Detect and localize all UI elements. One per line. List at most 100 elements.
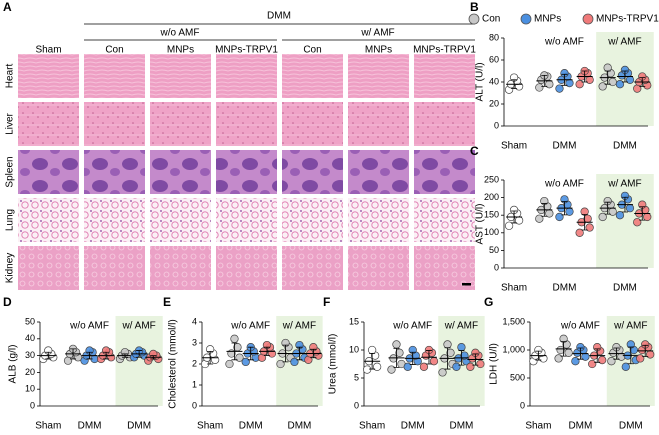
x-label: Sham [501, 141, 527, 152]
error-bar [561, 73, 568, 86]
histology-image [18, 150, 79, 194]
data-point [545, 80, 554, 89]
annotation: w/o AMF [69, 321, 109, 332]
x-label: DMM [553, 283, 577, 294]
annotation: w/o AMF [544, 179, 584, 190]
y-tick-label: 10 [25, 384, 35, 394]
error-bar [604, 201, 611, 215]
error-bar [511, 79, 518, 89]
x-label: DMM [239, 421, 263, 432]
data-point [392, 340, 401, 349]
error-bar [511, 210, 518, 224]
error-bar [577, 347, 584, 360]
row-label: Kidney [5, 253, 16, 284]
error-bar [136, 350, 143, 358]
histology-image [348, 246, 409, 290]
data-point [555, 212, 564, 222]
column-label: MNPs [167, 45, 194, 56]
data-point [362, 365, 372, 374]
data-point [367, 345, 377, 355]
data-point [625, 204, 635, 213]
x-label: Sham [35, 421, 61, 432]
y-tick-label: 0 [494, 120, 499, 130]
error-bar [604, 70, 611, 85]
legend-label: Con [482, 14, 500, 25]
error-bar [121, 353, 128, 358]
histology-image [414, 54, 475, 98]
x-label: DMM [78, 421, 102, 432]
data-point [588, 359, 597, 369]
x-label: Sham [501, 283, 527, 294]
panel-label: B [470, 0, 479, 14]
error-bar [444, 347, 451, 370]
histology-image [150, 198, 211, 242]
y-tick-label: 15 [349, 316, 359, 326]
panel-label: G [484, 295, 493, 309]
histology-image [84, 246, 145, 290]
data-point [225, 359, 234, 369]
annotation: w/o AMF [544, 37, 584, 48]
y-tick-label: 0 [494, 262, 499, 272]
error-bar [639, 77, 646, 87]
row-label: Heart [5, 64, 16, 89]
data-point [575, 80, 584, 89]
data-point [290, 357, 299, 367]
y-tick-label: 50 [25, 316, 35, 326]
subgroup-header: w/o AMF [160, 28, 200, 39]
scale-bar [462, 283, 471, 286]
data-point [646, 350, 655, 359]
group-header: DMM [267, 11, 291, 22]
error-bar [627, 346, 634, 365]
panel-label: C [470, 144, 479, 158]
legend-label: MNPs [534, 14, 561, 25]
data-point [636, 354, 645, 363]
histology-image [414, 246, 475, 290]
error-bar [282, 344, 289, 363]
error-bar [425, 350, 432, 365]
x-label: DMM [568, 421, 592, 432]
data-point [535, 83, 544, 92]
data-point [476, 359, 485, 369]
histology-image [414, 102, 475, 146]
histology-image [84, 102, 145, 146]
histology-image [216, 102, 277, 146]
data-point [438, 368, 447, 377]
data-point [643, 212, 652, 222]
data-point [504, 221, 514, 230]
error-bar [541, 203, 548, 217]
legend-marker [468, 13, 480, 25]
error-bar [393, 347, 400, 368]
histology-image [348, 54, 409, 98]
legend-label: MNPs-TRPV1 [596, 14, 659, 25]
legend-marker [582, 13, 594, 25]
data-point [446, 348, 455, 357]
x-label: DMM [619, 421, 643, 432]
data-point [598, 355, 607, 365]
histology-image [414, 150, 475, 194]
histology-image [216, 246, 277, 290]
histology-image [348, 198, 409, 242]
annotation: w/o AMF [392, 321, 432, 332]
error-bar [263, 346, 270, 356]
error-bar [621, 70, 628, 83]
histology-image [84, 198, 145, 242]
row-label: Liver [5, 112, 16, 134]
data-point [575, 228, 584, 237]
data-point [608, 77, 617, 87]
histology-image [282, 150, 343, 194]
data-point [452, 362, 461, 371]
histology-image [348, 102, 409, 146]
data-point [565, 207, 574, 216]
y-tick-label: 1 [192, 379, 197, 389]
y-tick-label: 500 [510, 372, 525, 382]
y-tick-label: 2 [192, 358, 197, 368]
error-bar [581, 70, 588, 83]
y-axis-label: Urea (mmol/l) [328, 334, 339, 395]
histology-image [18, 54, 79, 98]
y-tick-label: 250 [484, 174, 499, 184]
annotation: w/ AMF [444, 321, 478, 332]
annotation: w/ AMF [282, 321, 316, 332]
error-bar [45, 351, 52, 360]
y-tick-label: 200 [484, 192, 499, 202]
